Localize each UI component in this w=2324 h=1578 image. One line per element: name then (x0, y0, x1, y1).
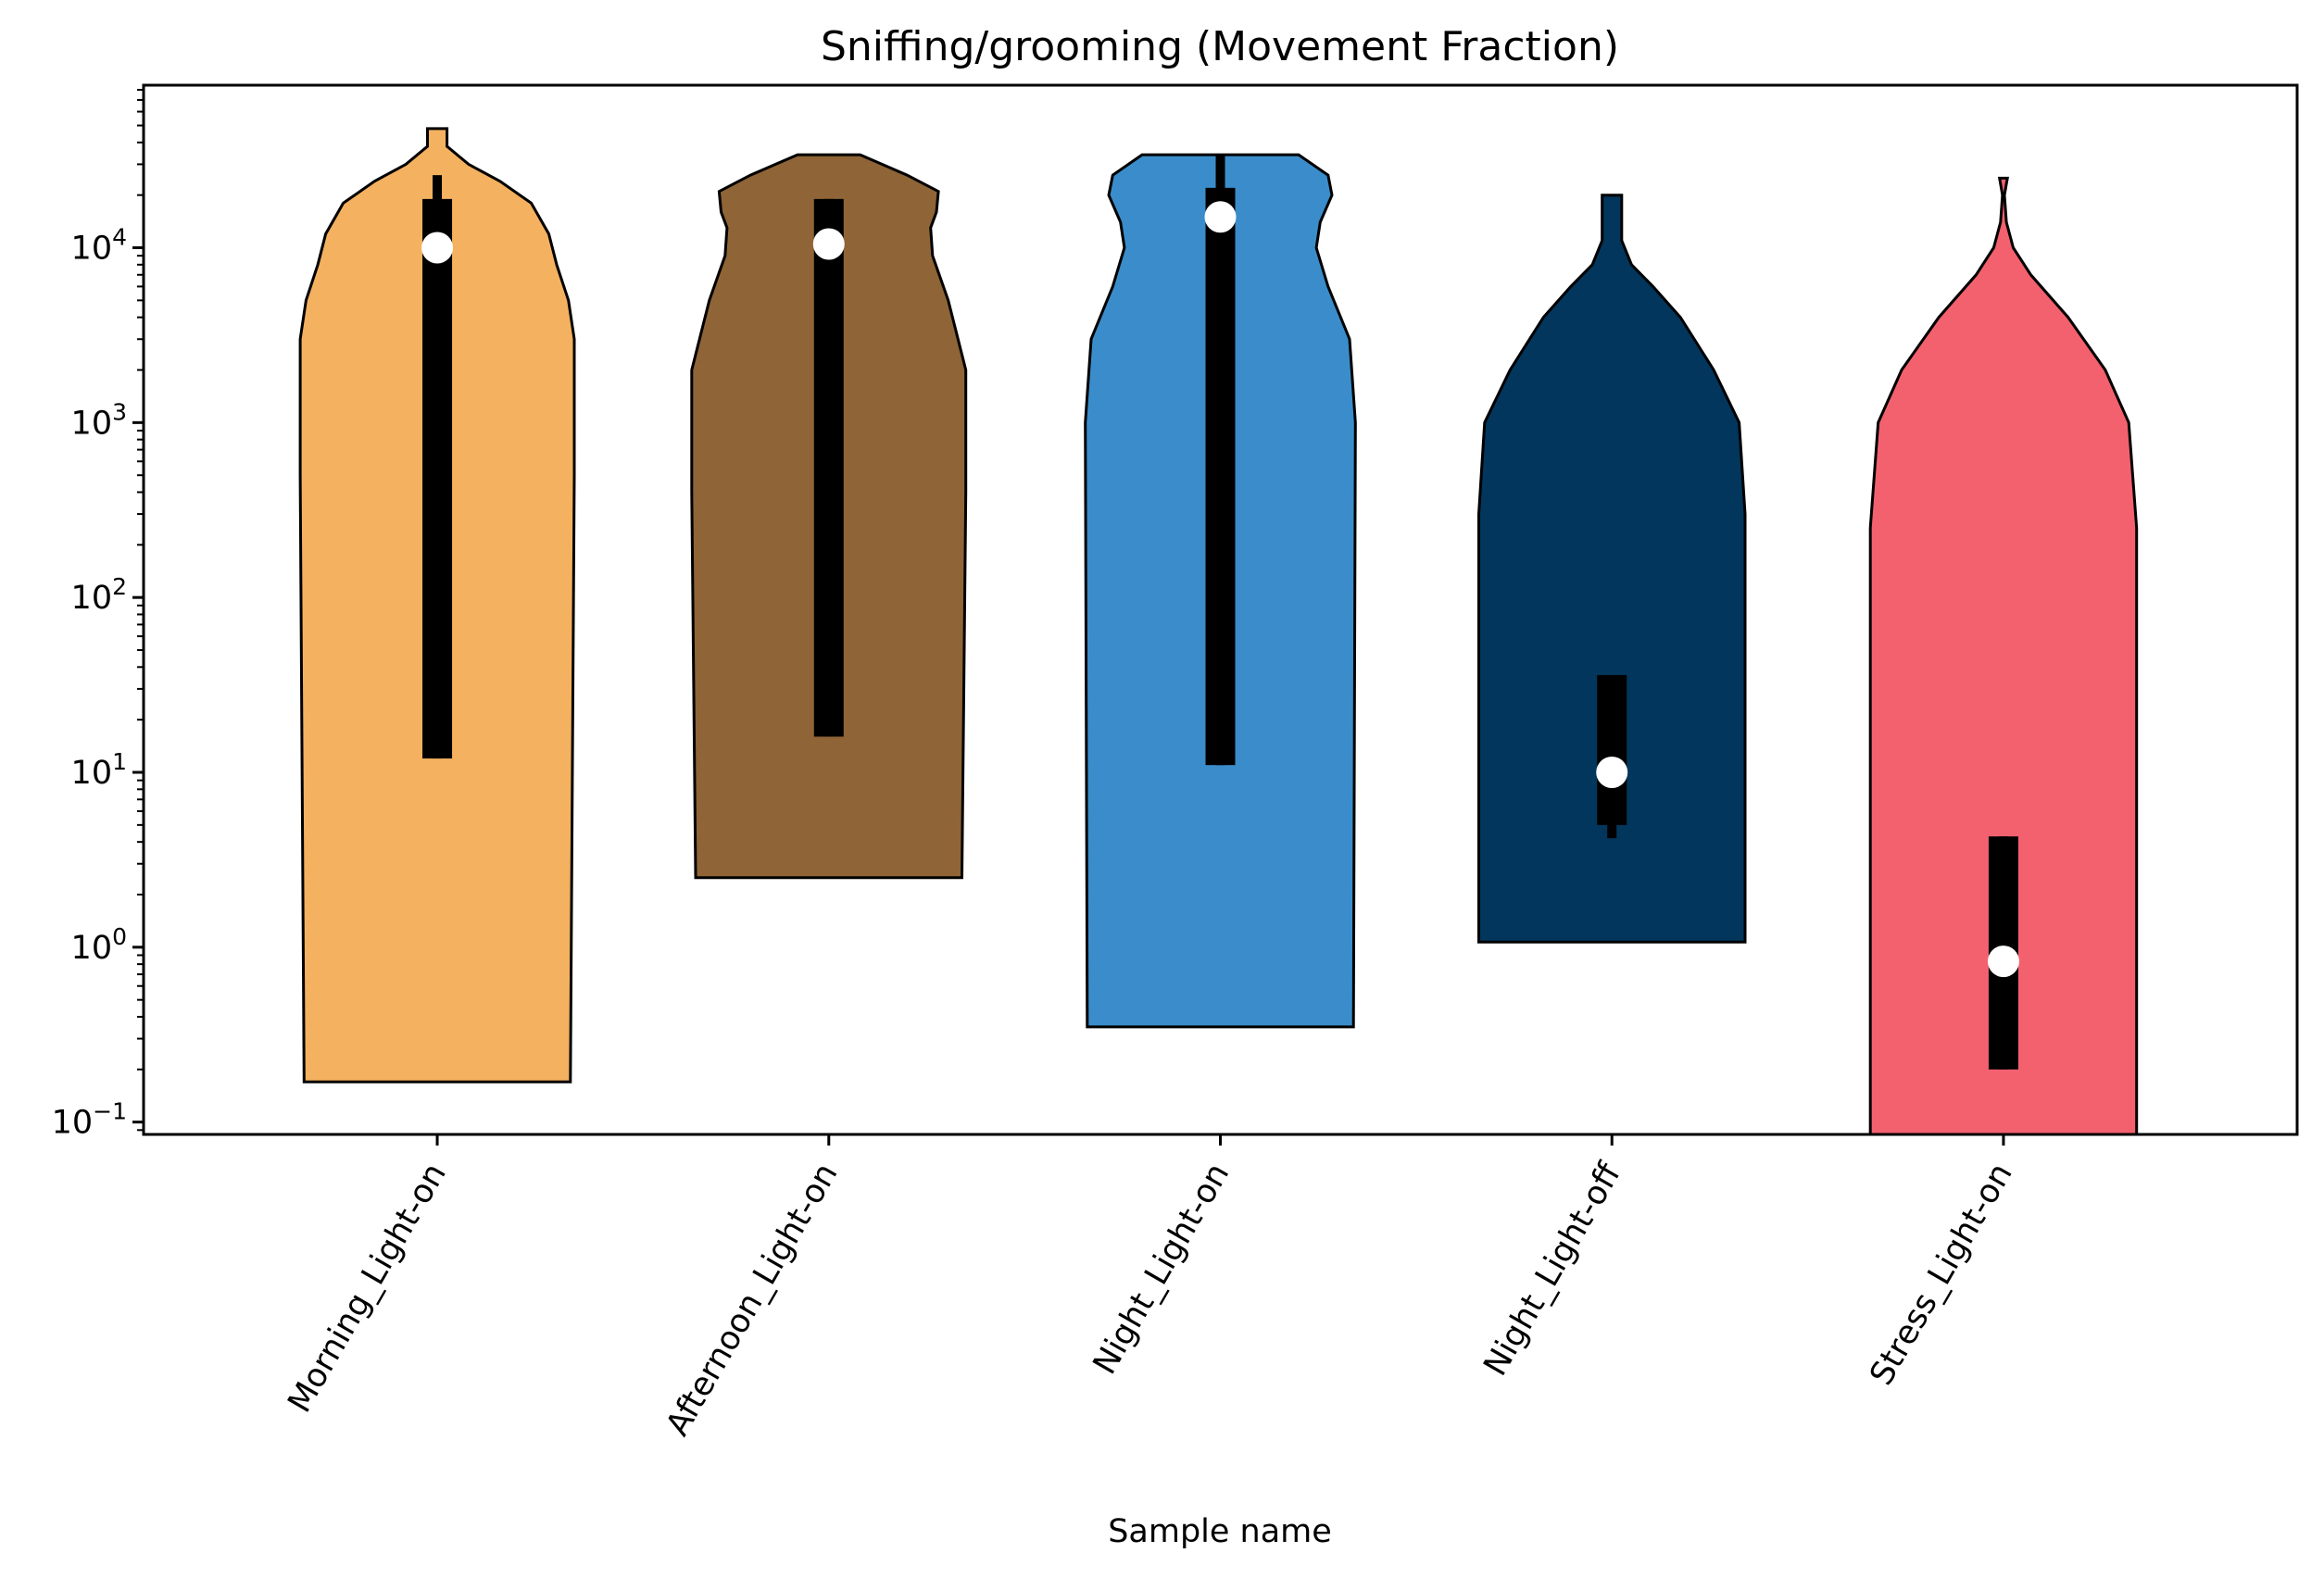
x-axis-label: Sample name (1108, 1513, 1332, 1550)
y-axis: 10−1 100 101 102 103 104 (52, 88, 144, 1142)
chart-title: Sniffing/grooming (Movement Fraction) (821, 23, 1619, 70)
x-tick-label: Afternoon_Light-on (660, 1158, 846, 1443)
x-tick-label: Night_Light-on (1087, 1158, 1237, 1381)
y-tick-label: 103 (71, 398, 127, 442)
iqr-box-Afternoon_Light-on (813, 198, 844, 737)
y-tick-label: 104 (71, 224, 127, 268)
y-tick-label: 100 (71, 923, 127, 967)
y-tick-label: 102 (71, 573, 127, 617)
box-layer (421, 155, 2019, 1070)
x-tick-label: Night_Light-off (1477, 1157, 1629, 1383)
median-dot-Morning_Light-on (421, 232, 454, 264)
iqr-box-Night_Light-on (1205, 187, 1236, 766)
x-tick-label: Stress_Light-on (1863, 1158, 2019, 1392)
median-dot-Stress_Light-on (1987, 946, 2019, 978)
iqr-box-Morning_Light-on (422, 198, 453, 759)
x-tick-label: Morning_Light-on (281, 1158, 453, 1420)
median-dot-Night_Light-on (1204, 201, 1237, 233)
iqr-box-Night_Light-off (1597, 674, 1627, 825)
median-dot-Afternoon_Light-on (812, 228, 845, 260)
violin-Night_Light-off (1477, 194, 1747, 944)
y-tick-label: 10−1 (52, 1098, 127, 1142)
violin-Stress_Light-on (1868, 176, 2139, 1136)
y-tick-label: 101 (71, 748, 127, 792)
x-axis: Morning_Light-on Afternoon_Light-on Night_… (281, 1134, 2020, 1443)
median-dot-Night_Light-off (1596, 757, 1628, 789)
